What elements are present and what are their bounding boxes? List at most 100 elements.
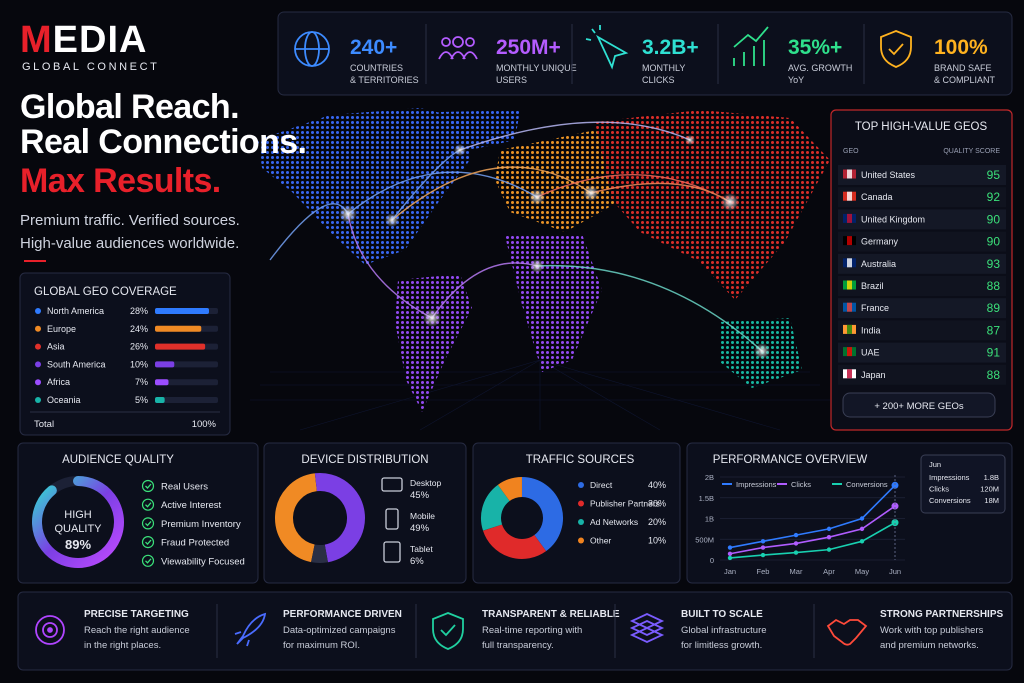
legend-dot	[35, 325, 41, 332]
ring-value: 89%	[65, 537, 91, 552]
feature-text: for maximum ROI.	[283, 640, 360, 651]
icon-part	[733, 26, 769, 66]
data-point	[859, 516, 865, 521]
feature-icon	[234, 612, 267, 647]
hero-subtitle: High-value audiences worldwide.	[20, 235, 239, 252]
legend-dot	[35, 397, 41, 403]
feature-icon	[629, 613, 665, 643]
bar-track	[155, 379, 218, 386]
check-icon	[141, 479, 155, 493]
data-point	[859, 539, 865, 544]
geo-name: Japan	[861, 370, 886, 380]
feature-text: Real-time reporting with	[482, 625, 582, 636]
check-icon	[145, 520, 152, 527]
icon-part	[441, 37, 451, 47]
legend-dot	[578, 519, 584, 525]
panel-title: TRAFFIC SOURCES	[526, 454, 635, 466]
stat-label: CLICKS	[642, 75, 675, 85]
icon-part	[35, 615, 65, 645]
panel-title: GLOBAL GEO COVERAGE	[34, 286, 177, 298]
donut-segment	[521, 477, 563, 552]
device-icon	[383, 541, 401, 563]
geo-name: India	[861, 325, 881, 335]
panel-title: TOP HIGH-VALUE GEOS	[855, 121, 988, 133]
source-value: 40%	[648, 480, 666, 490]
y-tick-label: 0	[710, 556, 714, 565]
icon-part	[629, 613, 665, 629]
row-background	[838, 342, 1006, 363]
data-point	[727, 555, 733, 561]
quality-score: 89	[987, 301, 1001, 315]
bar	[155, 308, 209, 314]
flag	[847, 369, 852, 379]
quality-score: 88	[987, 279, 1001, 293]
hero-line: Global Reach.	[20, 88, 239, 126]
tooltip-name: Impressions	[929, 473, 970, 482]
features-panel	[17, 591, 1013, 671]
data-point	[793, 532, 799, 538]
quality-score: 92	[987, 190, 1001, 204]
stat-icon	[438, 36, 478, 60]
flag	[847, 258, 852, 268]
more-geos-button[interactable]	[842, 392, 996, 418]
data-point	[727, 551, 733, 556]
geo-value: 7%	[135, 377, 148, 387]
tooltip-title: Jun	[929, 460, 941, 469]
feature-text: for limitless growth.	[681, 640, 762, 651]
stat-icon	[880, 30, 912, 68]
quality-score: 88	[987, 368, 1001, 382]
stat-label: USERS	[496, 75, 527, 85]
stat-label: BRAND SAFE	[934, 63, 992, 73]
stat-icon	[585, 25, 629, 70]
data-point	[891, 519, 899, 527]
panel-title: AUDIENCE QUALITY	[62, 454, 174, 466]
check-icon	[145, 558, 152, 564]
data-point	[859, 526, 865, 532]
row-background	[838, 231, 1006, 252]
data-point	[793, 550, 799, 555]
x-tick-label: May	[855, 567, 869, 576]
feature-text: Global infrastructure	[681, 625, 767, 636]
row-background	[838, 253, 1006, 274]
check-icon	[141, 498, 155, 511]
x-tick-label: Jan	[724, 567, 736, 576]
y-tick-label: 500M	[695, 535, 714, 544]
geo-name: Africa	[47, 377, 70, 387]
source-value: 30%	[648, 499, 666, 509]
icon-part	[47, 627, 53, 633]
check-icon	[141, 517, 155, 530]
flag	[847, 169, 852, 179]
x-tick-label: Jun	[889, 567, 901, 576]
donut-segment	[275, 473, 318, 563]
check-icon	[141, 535, 155, 549]
feature-title: STRONG PARTNERSHIPS	[880, 609, 1003, 620]
data-point	[826, 526, 832, 532]
source-name: Publisher Partners	[590, 499, 660, 509]
geo-name: Europe	[47, 324, 76, 334]
legend-dot	[35, 361, 41, 368]
y-tick-label: 1.5B	[699, 494, 714, 503]
feature-icon	[432, 612, 464, 650]
data-point	[760, 545, 766, 550]
row-background	[838, 209, 1006, 230]
ring-text: QUALITY	[54, 523, 102, 535]
flag	[847, 302, 852, 312]
feature-title: PRECISE TARGETING	[84, 609, 189, 620]
hero-accent: Max Results.	[20, 162, 221, 200]
stat-label: AVG. GROWTH	[788, 63, 852, 73]
legend-dot	[578, 500, 584, 507]
hero-subtitle: Premium traffic. Verified sources.	[20, 212, 240, 229]
icon-part	[629, 620, 665, 636]
geo-name: Brazil	[861, 281, 884, 291]
check-icon	[145, 502, 152, 508]
device-value: 6%	[410, 556, 424, 567]
quality-score: 95	[987, 168, 1001, 182]
flag	[847, 236, 852, 246]
stat-icon	[294, 31, 330, 67]
icon-part	[452, 36, 464, 48]
stat-label: & COMPLIANT	[934, 75, 996, 85]
icon-part	[234, 612, 267, 647]
donut-segment	[483, 523, 547, 559]
feature-icon	[35, 615, 65, 645]
